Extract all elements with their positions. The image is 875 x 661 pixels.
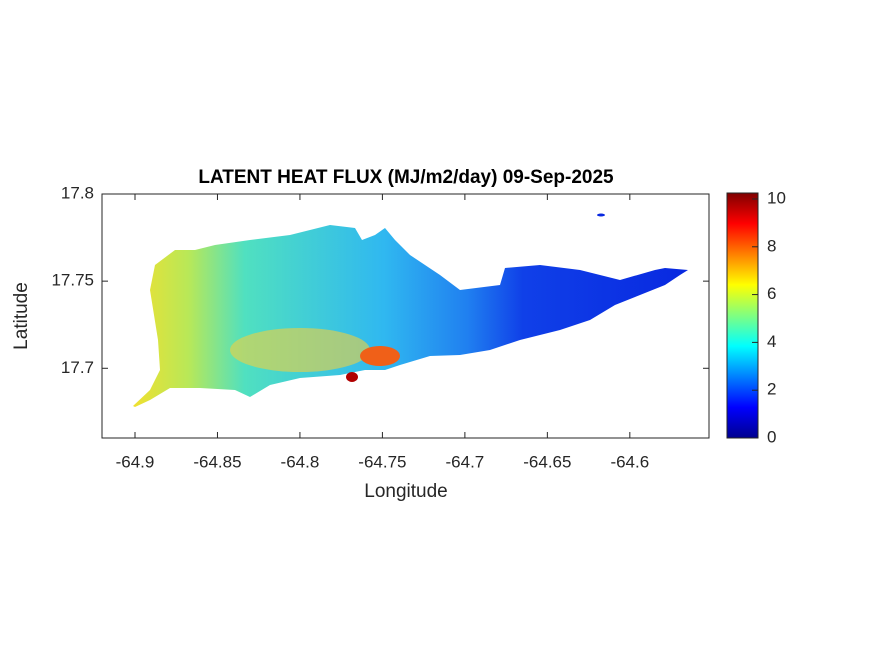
x-axis-label: Longitude <box>364 481 447 502</box>
colorbar-tick-label: 8 <box>767 236 776 255</box>
x-tick-label: -64.7 <box>446 452 485 471</box>
colorbar-tick-label: 2 <box>767 380 776 399</box>
colorbar-tick-label: 0 <box>767 427 776 446</box>
hot-spot <box>360 346 400 366</box>
hot-spot <box>346 372 358 382</box>
colorbar <box>726 192 759 439</box>
x-tick-label: -64.9 <box>116 452 155 471</box>
warm-region <box>230 328 370 372</box>
chart-title: LATENT HEAT FLUX (MJ/m2/day) 09-Sep-2025 <box>198 167 614 188</box>
x-tick-label: -64.6 <box>610 452 649 471</box>
islet <box>597 213 605 217</box>
x-tick-label: -64.65 <box>523 452 571 471</box>
colorbar-tick-label: 10 <box>767 188 786 207</box>
colorbar-tick-label: 4 <box>767 332 776 351</box>
y-tick-label: 17.7 <box>61 358 94 377</box>
y-tick-label: 17.75 <box>51 271 94 290</box>
y-axis-label: Latitude <box>11 282 32 350</box>
x-tick-label: -64.85 <box>193 452 241 471</box>
x-tick-label: -64.8 <box>281 452 320 471</box>
y-tick-label: 17.8 <box>61 183 94 202</box>
x-tick-label: -64.75 <box>358 452 406 471</box>
colorbar-tick-label: 6 <box>767 284 776 303</box>
